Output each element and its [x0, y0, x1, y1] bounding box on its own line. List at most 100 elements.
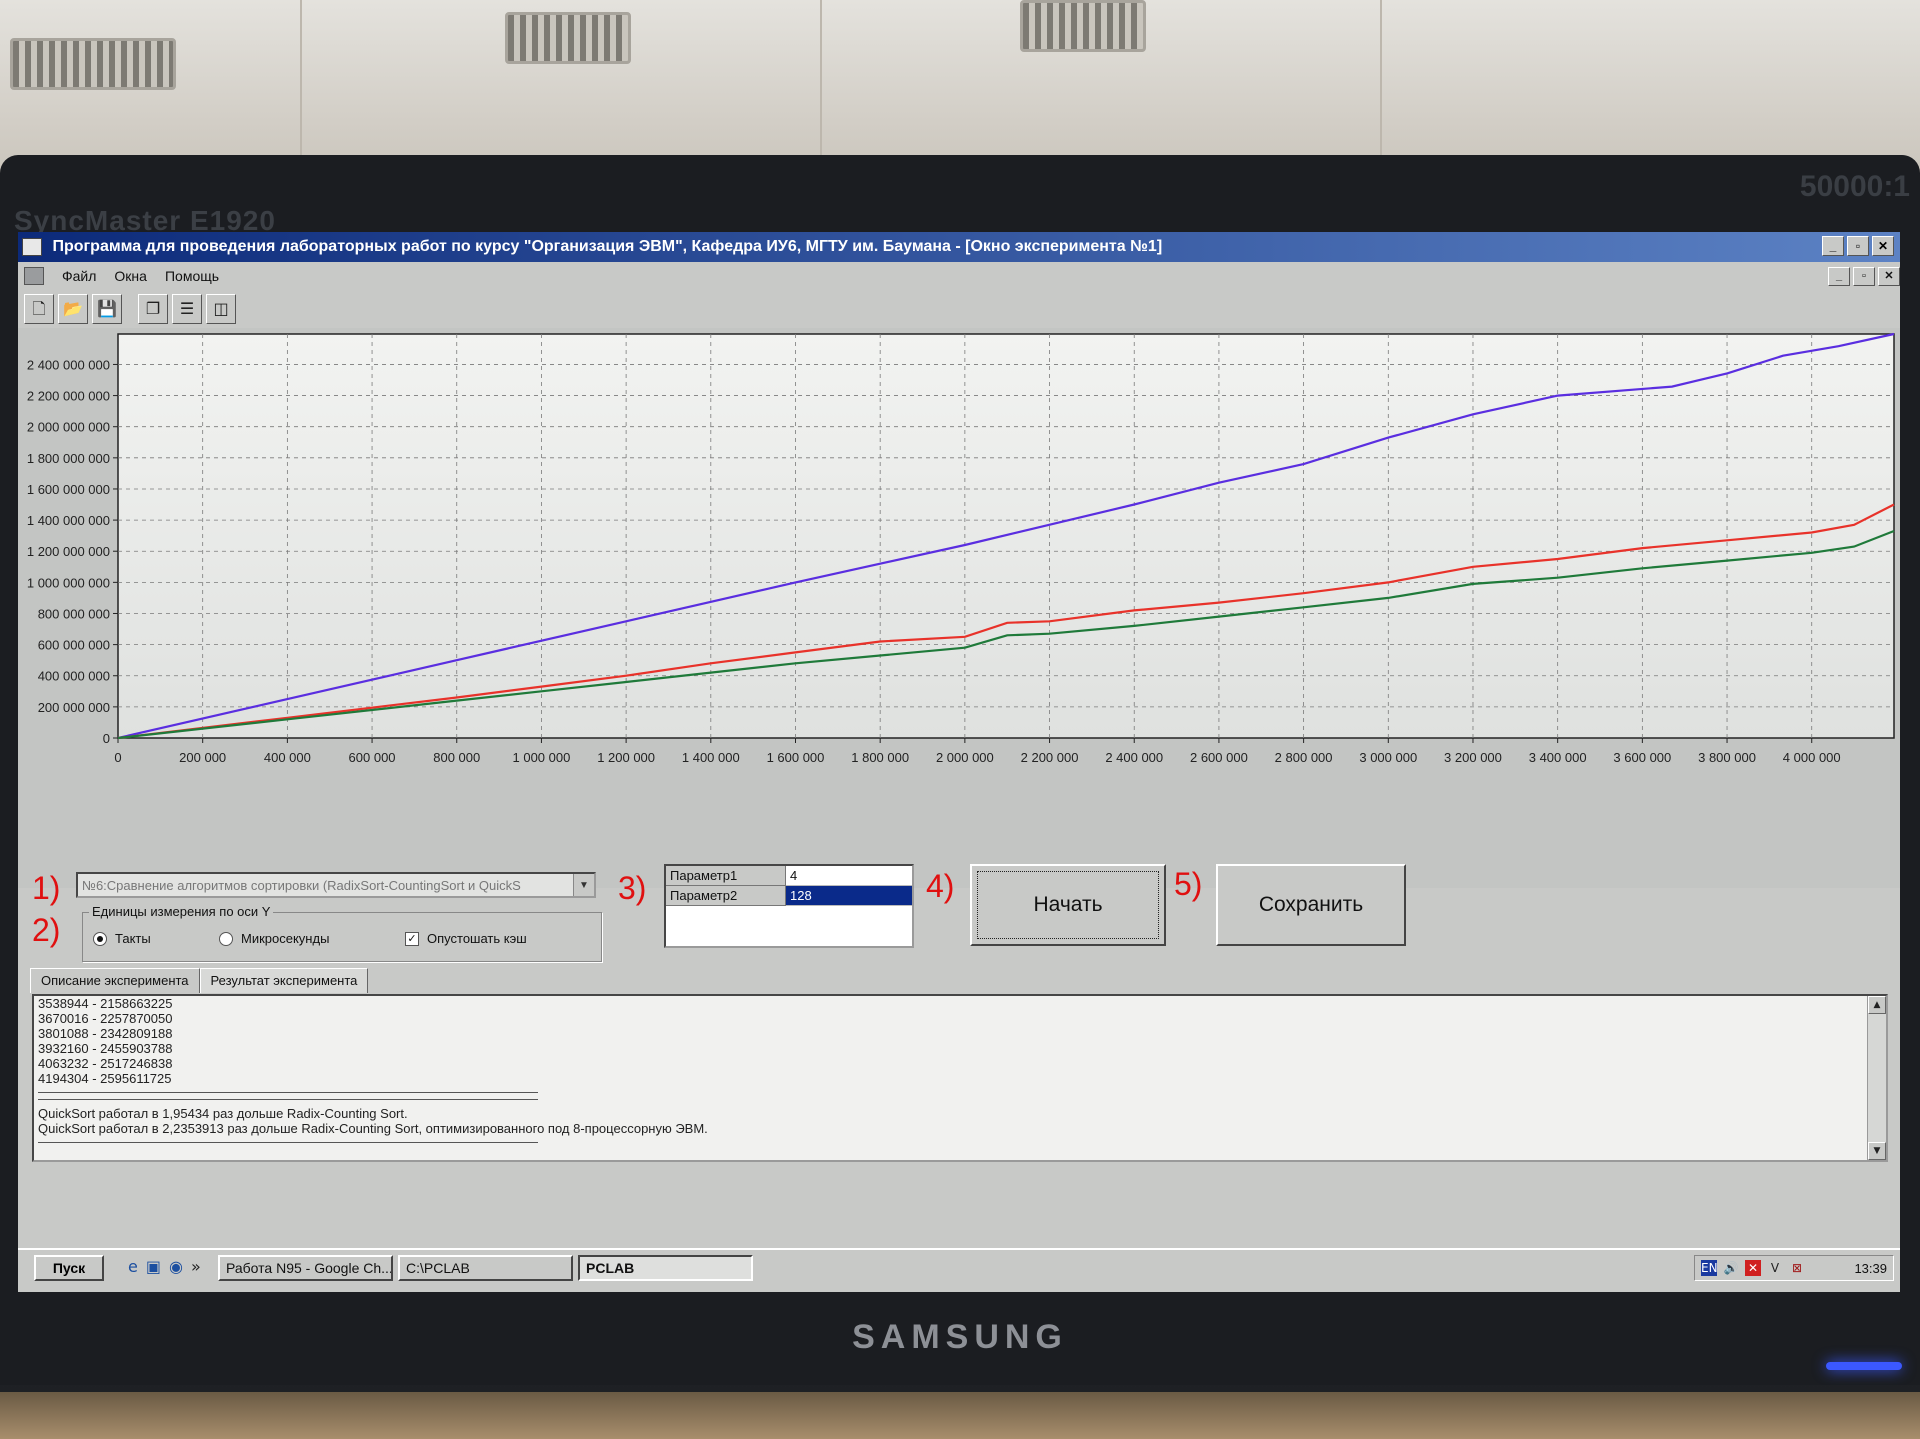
volume-icon[interactable]: 🔊	[1723, 1261, 1739, 1275]
chevron-down-icon[interactable]: ▼	[573, 874, 594, 896]
window-titlebar[interactable]: Программа для проведения лабораторных ра…	[18, 232, 1900, 262]
x-tick-label: 800 000	[433, 750, 480, 765]
menu-windows[interactable]: Окна	[114, 268, 147, 284]
toolbar: 🗋 📂 💾 ❐ ☰ ◫	[24, 294, 236, 324]
x-tick-label: 3 000 000	[1359, 750, 1417, 765]
param-value[interactable]: 128	[786, 886, 912, 906]
y-tick-label: 2 200 000 000	[27, 389, 110, 404]
task-pclab-folder[interactable]: C:\PCLAB	[398, 1255, 573, 1281]
monitor-brand-label: SAMSUNG	[852, 1318, 1068, 1356]
series-lines	[117, 332, 1895, 740]
radio-ticks[interactable]: Такты	[93, 931, 151, 946]
vertical-scrollbar[interactable]: ▲ ▼	[1867, 996, 1886, 1160]
tab-result[interactable]: Результат эксперимента	[199, 968, 369, 993]
mdi-close-button[interactable]: ✕	[1878, 267, 1900, 286]
start-button-taskbar[interactable]: Пуск	[34, 1255, 104, 1281]
tile-vertical-icon[interactable]: ◫	[206, 294, 236, 324]
y-tick-label: 1 000 000 000	[27, 575, 110, 590]
more-icon[interactable]: »	[190, 1257, 201, 1276]
maximize-button[interactable]: ▫	[1847, 236, 1869, 256]
y-tick-label: 2 000 000 000	[27, 420, 110, 435]
menu-file[interactable]: Файл	[62, 268, 97, 284]
task-chrome[interactable]: Работа N95 - Google Ch...	[218, 1255, 393, 1281]
experiment-select[interactable]: №6:Сравнение алгоритмов сортировки (Radi…	[76, 872, 596, 898]
param-name: Параметр2	[666, 886, 786, 906]
mark-2: 2)	[32, 912, 61, 948]
x-tick-label: 400 000	[264, 750, 311, 765]
y-tick-label: 1 600 000 000	[27, 482, 110, 497]
mdi-minimize-button[interactable]: _	[1828, 267, 1850, 286]
new-icon[interactable]: 🗋	[24, 294, 54, 324]
divider	[38, 1099, 538, 1100]
result-line: 4194304 - 2595611725	[38, 1071, 172, 1086]
start-button[interactable]: Начать	[970, 864, 1166, 946]
screen: Программа для проведения лабораторных ра…	[18, 232, 1900, 1292]
y-axis-ticks: 0 200 000 000 400 000 000 600 000 000 800 00…	[27, 357, 118, 746]
summary-line: QuickSort работал в 1,95434 раз дольше R…	[38, 1106, 408, 1121]
error-icon[interactable]: ✕	[1745, 1260, 1761, 1276]
ceiling-seam	[820, 0, 822, 170]
parameters-grid[interactable]: Параметр1 4 Параметр2 128	[664, 864, 914, 948]
ceiling-seam	[300, 0, 302, 170]
ceiling-background	[0, 0, 1920, 170]
mdi-restore-button[interactable]: ▫	[1853, 267, 1875, 286]
y-tick-label: 1 400 000 000	[27, 513, 110, 528]
antivirus-icon[interactable]: V	[1770, 1261, 1780, 1275]
scroll-down-icon[interactable]: ▼	[1868, 1142, 1886, 1160]
tab-description[interactable]: Описание эксперимента	[30, 968, 200, 993]
desktop-icon[interactable]: ▣	[145, 1257, 161, 1276]
ie-icon[interactable]: e	[128, 1257, 138, 1276]
divider	[38, 1142, 538, 1143]
y-units-group: Единицы измерения по оси Y Такты Микросе…	[82, 904, 602, 962]
result-text-area[interactable]: 3538944 - 2158663225 3670016 - 225787005…	[32, 994, 1888, 1162]
x-tick-label: 2 600 000	[1190, 750, 1248, 765]
chrome-icon[interactable]: ◉	[168, 1257, 183, 1276]
network-icon[interactable]: ⊠	[1791, 1261, 1803, 1275]
chart-area: 0 200 000 000 400 000 000 600 000 000 800 00…	[18, 328, 1900, 888]
x-tick-label: 3 600 000	[1613, 750, 1671, 765]
param-value[interactable]: 4	[786, 866, 912, 886]
x-tick-label: 200 000	[179, 750, 226, 765]
checkmark-icon: ✓	[405, 931, 419, 946]
clock: 13:39	[1854, 1260, 1887, 1276]
mark-3: 3)	[618, 870, 647, 906]
x-tick-label: 1 200 000	[597, 750, 655, 765]
scroll-up-icon[interactable]: ▲	[1868, 996, 1886, 1014]
tab-strip: Описание эксперимента Результат эксперим…	[30, 968, 369, 993]
x-tick-label: 3 400 000	[1529, 750, 1587, 765]
y-tick-label: 1 800 000 000	[27, 451, 110, 466]
y-tick-label: 200 000 000	[38, 700, 110, 715]
y-tick-label: 800 000 000	[38, 606, 110, 621]
series-line-2	[117, 503, 1895, 740]
close-button[interactable]: ✕	[1872, 236, 1894, 256]
x-axis-ticks: 0 200 000 400 000 600 000 800 000 1 000 000 1 …	[114, 738, 1841, 765]
language-indicator[interactable]: EN	[1701, 1260, 1718, 1276]
mark-5: 5)	[1174, 866, 1203, 902]
monitor-model-label: SyncMaster E1920	[14, 205, 276, 236]
open-icon[interactable]: 📂	[58, 294, 88, 324]
x-tick-label: 600 000	[349, 750, 396, 765]
x-tick-label: 1 000 000	[513, 750, 571, 765]
checkbox-flush-cache[interactable]: ✓ Опустошать кэш	[405, 931, 527, 946]
save-icon[interactable]: 💾	[92, 294, 122, 324]
grid-lines	[118, 334, 1894, 738]
x-tick-label: 2 000 000	[936, 750, 994, 765]
save-button[interactable]: Сохранить	[1216, 864, 1406, 946]
param-row: Параметр2 128	[666, 886, 912, 906]
param-name: Параметр1	[666, 866, 786, 886]
mdi-window-icon[interactable]	[24, 267, 44, 285]
task-pclab[interactable]: PCLAB	[578, 1255, 753, 1281]
result-line: 3801088 - 2342809188	[38, 1026, 173, 1041]
desk-surface	[0, 1392, 1920, 1439]
x-tick-label: 1 400 000	[682, 750, 740, 765]
y-tick-label: 0	[103, 731, 110, 746]
ceiling-seam	[1380, 0, 1382, 170]
tile-horizontal-icon[interactable]: ☰	[172, 294, 202, 324]
window-title: Программа для проведения лабораторных ра…	[52, 238, 1163, 255]
power-led	[1826, 1362, 1902, 1370]
result-line: 3538944 - 2158663225	[38, 996, 173, 1011]
radio-microseconds[interactable]: Микросекунды	[219, 931, 329, 946]
menu-help[interactable]: Помощь	[164, 268, 220, 284]
minimize-button[interactable]: _	[1822, 236, 1844, 256]
cascade-icon[interactable]: ❐	[138, 294, 168, 324]
